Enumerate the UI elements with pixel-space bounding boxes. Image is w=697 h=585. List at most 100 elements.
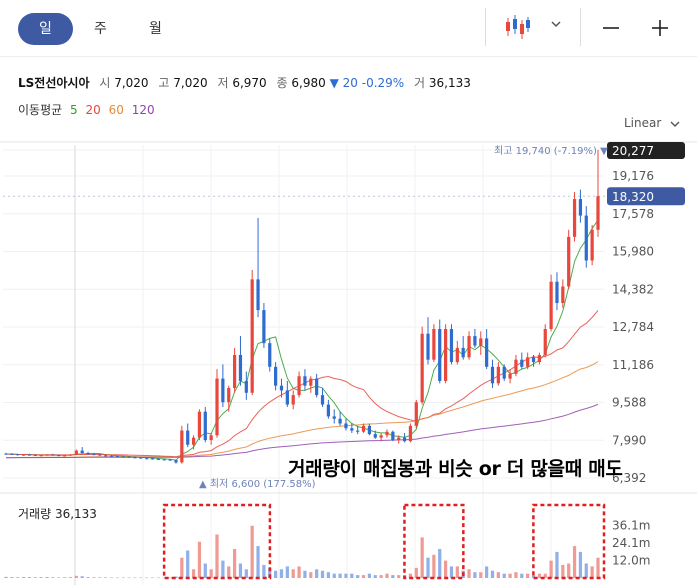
candle-body <box>350 428 354 431</box>
volume-bar <box>385 573 389 578</box>
ma-60[interactable]: 60 <box>108 103 124 117</box>
candle-body <box>139 457 143 459</box>
candle-body <box>432 328 436 360</box>
toolbar-separator <box>485 8 486 46</box>
price-tick-label: 19,176 <box>612 169 654 183</box>
candle-body <box>414 402 418 426</box>
candle-body <box>33 454 37 456</box>
candle-body <box>320 395 325 405</box>
candle-body <box>203 411 207 441</box>
ma-5[interactable]: 5 <box>70 103 78 117</box>
candle-body <box>250 279 254 393</box>
candle-body <box>578 199 583 216</box>
current-price-badge <box>607 187 685 206</box>
candle-body <box>109 455 114 457</box>
candle-body <box>567 236 571 287</box>
candles <box>4 150 600 464</box>
tab-day[interactable]: 일 <box>18 13 73 45</box>
candle-body <box>584 215 588 261</box>
candle-body <box>531 357 536 363</box>
candle-body <box>285 390 289 405</box>
close-value: 6,980 <box>291 76 326 90</box>
volume-bar <box>490 570 495 578</box>
volume-bar <box>379 575 383 578</box>
candle-body <box>168 459 172 461</box>
candle-body <box>479 338 483 346</box>
zoom-in-icon[interactable] <box>650 18 670 38</box>
volume-bar <box>86 577 90 578</box>
volume-bar <box>168 577 172 579</box>
volume-bar <box>320 570 325 578</box>
candle-body <box>51 454 55 456</box>
candle-body <box>127 456 131 458</box>
volume-bar <box>174 576 178 578</box>
candle-body <box>379 435 383 438</box>
volume-bar <box>367 573 372 578</box>
volume-bar <box>4 576 8 578</box>
highlight-box <box>403 503 465 580</box>
volume-bar <box>420 537 424 578</box>
moving-average-lines <box>5 219 599 461</box>
candlestick-chart-icon[interactable] <box>503 14 531 40</box>
candle-body <box>156 458 161 460</box>
volume-bar <box>21 576 26 578</box>
ma-120-line <box>6 403 599 459</box>
candle-body <box>367 425 372 435</box>
candle-body <box>297 376 301 396</box>
candle-body <box>10 453 14 455</box>
volume-bar <box>227 566 231 578</box>
volume-bar <box>115 577 119 579</box>
volume-bar <box>232 549 237 578</box>
volume-bar <box>567 563 571 578</box>
ma-20[interactable]: 20 <box>85 103 101 117</box>
candle-body <box>115 456 119 458</box>
volume-bar <box>180 557 184 578</box>
candle-body <box>16 454 20 456</box>
candle-body <box>209 435 213 441</box>
zoom-out-icon[interactable] <box>601 18 621 38</box>
candle-body <box>279 385 284 391</box>
ma-label: 이동평균 <box>18 103 63 117</box>
volume-bar <box>16 577 20 578</box>
tab-month[interactable]: 월 <box>149 21 162 37</box>
volume-bar <box>74 575 78 578</box>
highlight-box <box>162 503 272 580</box>
chart-toolbar <box>485 0 697 56</box>
max-price-label: 20,277 <box>612 144 654 158</box>
candle-body <box>92 454 96 456</box>
change-percent: -0.29% <box>361 76 405 90</box>
annotation-text: 거래량이 매집봉과 비슷 or 더 많을때 매도 <box>288 458 623 480</box>
candle-body <box>590 229 594 261</box>
candle-body <box>74 450 78 455</box>
toolbar-separator-2 <box>580 8 581 46</box>
ma-120[interactable]: 120 <box>131 103 155 117</box>
volume-bar <box>191 569 196 578</box>
chevron-down-icon[interactable] <box>549 16 563 30</box>
volume-bar <box>203 563 207 578</box>
volume-bar <box>520 573 524 578</box>
volume-short-label: 거 <box>414 76 426 90</box>
volume-bar <box>186 550 190 578</box>
down-arrow-icon: ▼ <box>329 76 339 90</box>
scale-mode-dropdown[interactable]: Linear <box>624 116 681 130</box>
volume-bar <box>356 575 360 578</box>
volume-bar <box>98 577 102 578</box>
candle-body <box>21 454 26 456</box>
candle-body <box>572 199 577 237</box>
price-tick-label: 17,578 <box>612 207 654 221</box>
scale-mode-label: Linear <box>624 116 662 130</box>
quote-summary: LS전선아시아 시 7,020 고 7,020 저 6,970 종 6,980 … <box>18 74 471 91</box>
volume-bar <box>209 569 213 578</box>
volume-bar <box>414 567 418 578</box>
volume-bar <box>561 564 565 578</box>
volume-bar <box>221 560 225 578</box>
volume-bar <box>274 570 278 578</box>
volume-tick-label: 24.1m <box>612 536 650 550</box>
candle-body <box>438 328 442 381</box>
candle-body <box>526 357 530 367</box>
candle-body <box>274 366 278 386</box>
tab-week[interactable]: 주 <box>94 21 107 37</box>
volume-bar <box>338 573 342 578</box>
volume-bar <box>502 573 506 578</box>
